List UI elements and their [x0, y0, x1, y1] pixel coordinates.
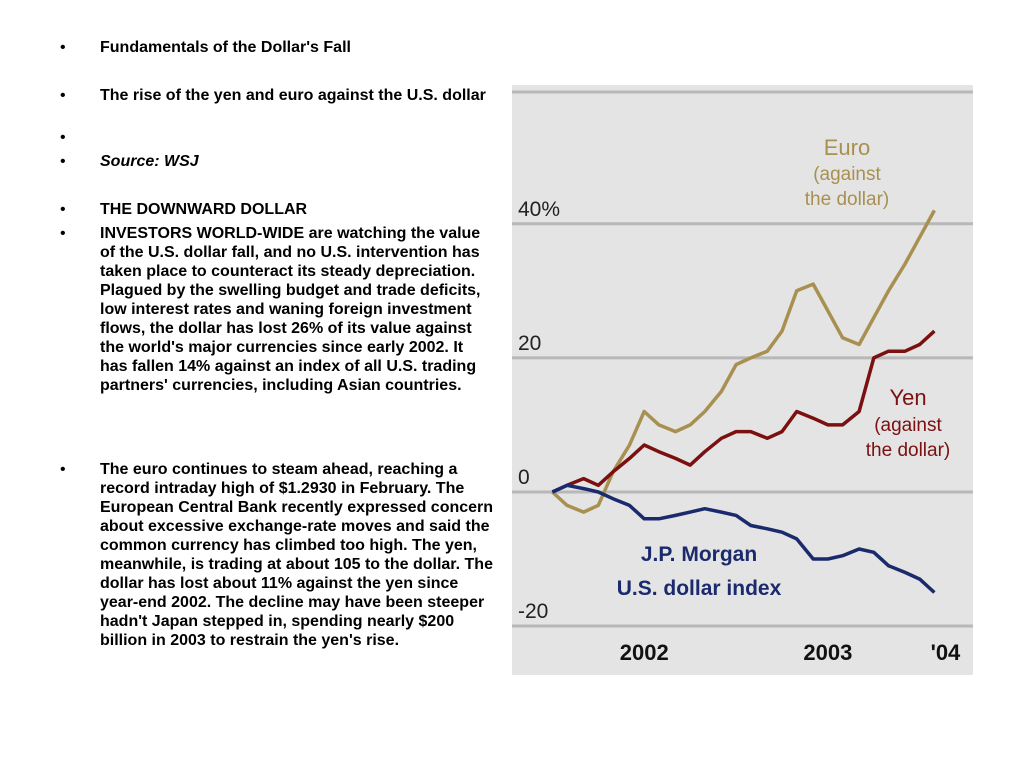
series-label: J.P. Morgan — [641, 543, 757, 566]
x-tick-label: 2002 — [620, 640, 669, 665]
series-line — [551, 329, 936, 494]
series-label: Euro — [824, 135, 870, 160]
x-tick-label: 2003 — [803, 640, 852, 665]
bullet-text: INVESTORS WORLD-WIDE are watching the va… — [100, 225, 481, 394]
series-label: Yen — [889, 385, 926, 410]
bullet-dot: • — [60, 461, 66, 478]
bullet-dot: • — [60, 153, 66, 170]
bullet-text: Source: WSJ — [100, 153, 199, 170]
y-tick-label: 20 — [518, 332, 541, 355]
series-label: the dollar) — [866, 440, 951, 461]
series-label: U.S. dollar index — [617, 577, 782, 600]
bullet-text: The euro continues to steam ahead, reach… — [100, 461, 494, 649]
y-tick-label: 40% — [518, 198, 560, 221]
bullet-text: The rise of the yen and euro against the… — [100, 87, 486, 104]
chart: 40% 20 0 -20 2002 2003 '04 Euro (against the doll… — [512, 85, 973, 675]
series-label: the dollar) — [805, 189, 890, 210]
series-label: (against — [813, 164, 881, 185]
bullet-text: THE DOWNWARD DOLLAR — [100, 201, 308, 218]
bullet-dot: • — [60, 87, 66, 104]
bullet-dot: • — [60, 201, 66, 218]
series-line — [551, 483, 936, 594]
y-tick-label: -20 — [518, 600, 548, 623]
chart-background — [512, 85, 973, 675]
bullet-text: Fundamentals of the Dollar's Fall — [100, 39, 351, 56]
bullet-dot: • — [60, 39, 66, 56]
bullet-dot: • — [60, 129, 66, 146]
series-label: (against — [874, 415, 942, 436]
x-tick-label: '04 — [931, 640, 961, 665]
y-tick-label: 0 — [518, 466, 530, 489]
bullet-dot: • — [60, 225, 66, 242]
